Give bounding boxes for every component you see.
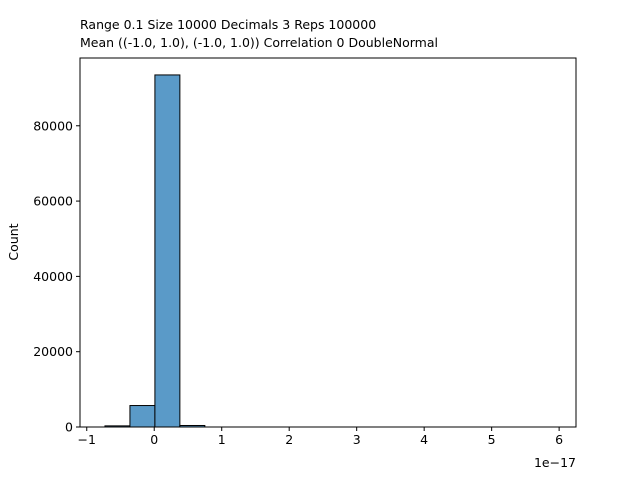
x-tick-label-2: 1	[218, 432, 226, 447]
y-axis-label: Count	[6, 223, 21, 260]
x-tick-label-0: −1	[78, 432, 96, 447]
chart-title-line-2: Mean ((-1.0, 1.0), (-1.0, 1.0)) Correlat…	[80, 35, 438, 50]
y-tick-label-1: 20000	[33, 344, 73, 359]
histogram-bar-2	[154, 74, 181, 428]
chart-title-line-1: Range 0.1 Size 10000 Decimals 3 Reps 100…	[80, 17, 376, 32]
y-tick-label-2: 40000	[33, 269, 73, 284]
y-tick-label-0: 0	[65, 420, 73, 435]
x-axis-offset-text: 1e−17	[534, 455, 576, 470]
x-tick-label-7: 6	[555, 432, 563, 447]
x-axis-ticks: −1 0 1 2 3 4 5 6	[78, 427, 563, 447]
x-tick-label-3: 2	[285, 432, 293, 447]
y-axis-ticks: 0 20000 40000 60000 80000	[33, 118, 80, 435]
x-tick-label-6: 5	[488, 432, 496, 447]
y-tick-label-3: 60000	[33, 194, 73, 209]
x-tick-label-4: 3	[353, 432, 361, 447]
plot-area-frame	[79, 57, 577, 428]
x-tick-label-1: 0	[150, 432, 158, 447]
histogram-bars	[104, 74, 206, 428]
histogram-bar-1	[129, 405, 156, 428]
x-tick-label-5: 4	[420, 432, 428, 447]
y-tick-label-4: 80000	[33, 118, 73, 133]
